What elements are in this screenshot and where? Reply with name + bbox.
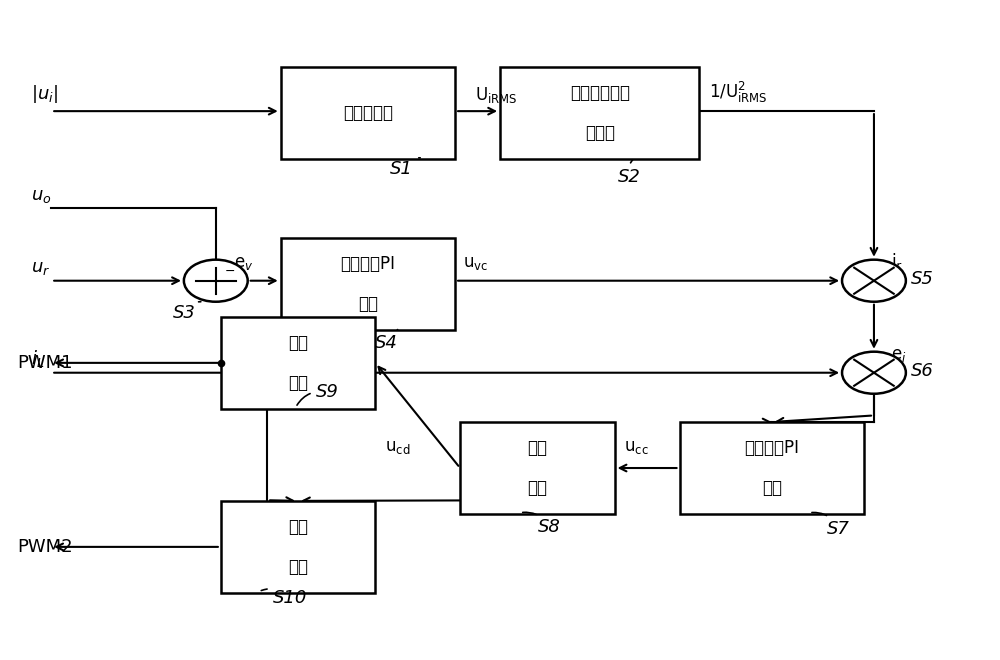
Circle shape xyxy=(184,259,248,302)
Bar xyxy=(221,501,375,593)
Text: $i_L$: $i_L$ xyxy=(31,348,45,370)
Circle shape xyxy=(842,352,906,394)
Text: 求补: 求补 xyxy=(288,558,308,576)
Text: S10: S10 xyxy=(261,589,307,607)
Text: u$_{\rm vc}$: u$_{\rm vc}$ xyxy=(463,254,488,272)
Text: 电流环准PI: 电流环准PI xyxy=(744,440,799,457)
Text: S6: S6 xyxy=(911,362,934,379)
Text: $|u_i|$: $|u_i|$ xyxy=(31,82,59,104)
Bar xyxy=(281,67,455,159)
Text: 有效值平方倒: 有效值平方倒 xyxy=(570,84,630,102)
Text: 形成: 形成 xyxy=(288,374,308,391)
Text: 有效值计算: 有效值计算 xyxy=(343,104,393,122)
Text: S1: S1 xyxy=(390,158,420,178)
Text: 离散: 离散 xyxy=(527,478,547,497)
Text: e$_v$: e$_v$ xyxy=(234,254,253,272)
Bar xyxy=(460,422,615,514)
Text: 电压环准PI: 电压环准PI xyxy=(340,255,395,273)
Text: S3: S3 xyxy=(173,302,201,322)
Circle shape xyxy=(842,259,906,302)
Text: −: − xyxy=(225,265,235,278)
Text: S7: S7 xyxy=(812,512,850,538)
Text: 数计算: 数计算 xyxy=(585,124,615,142)
Text: 调节: 调节 xyxy=(358,295,378,313)
Text: $u_r$: $u_r$ xyxy=(31,259,51,277)
Text: U$_{\rm iRMS}$: U$_{\rm iRMS}$ xyxy=(475,84,518,104)
Text: S9: S9 xyxy=(297,383,338,405)
Text: S5: S5 xyxy=(911,269,934,288)
Text: S8: S8 xyxy=(523,512,561,537)
Text: u$_{\rm cd}$: u$_{\rm cd}$ xyxy=(385,438,411,456)
Bar xyxy=(680,422,864,514)
Bar xyxy=(221,317,375,409)
Text: u$_{\rm cc}$: u$_{\rm cc}$ xyxy=(624,438,648,456)
Text: 调节: 调节 xyxy=(762,478,782,497)
Bar xyxy=(500,67,699,159)
Text: $u_o$: $u_o$ xyxy=(31,187,52,205)
Text: 1/U$^2_{\rm iRMS}$: 1/U$^2_{\rm iRMS}$ xyxy=(709,79,768,104)
Text: 脉冲: 脉冲 xyxy=(288,334,308,352)
Text: e$_i$: e$_i$ xyxy=(891,346,906,364)
Text: 信号: 信号 xyxy=(527,440,547,457)
Text: PWM2: PWM2 xyxy=(17,538,73,556)
Text: S2: S2 xyxy=(618,160,641,186)
Text: i$_r$: i$_r$ xyxy=(891,251,903,272)
Text: S4: S4 xyxy=(375,329,398,352)
Text: 脉冲: 脉冲 xyxy=(288,518,308,536)
Bar xyxy=(281,238,455,330)
Text: PWM1: PWM1 xyxy=(17,354,73,372)
